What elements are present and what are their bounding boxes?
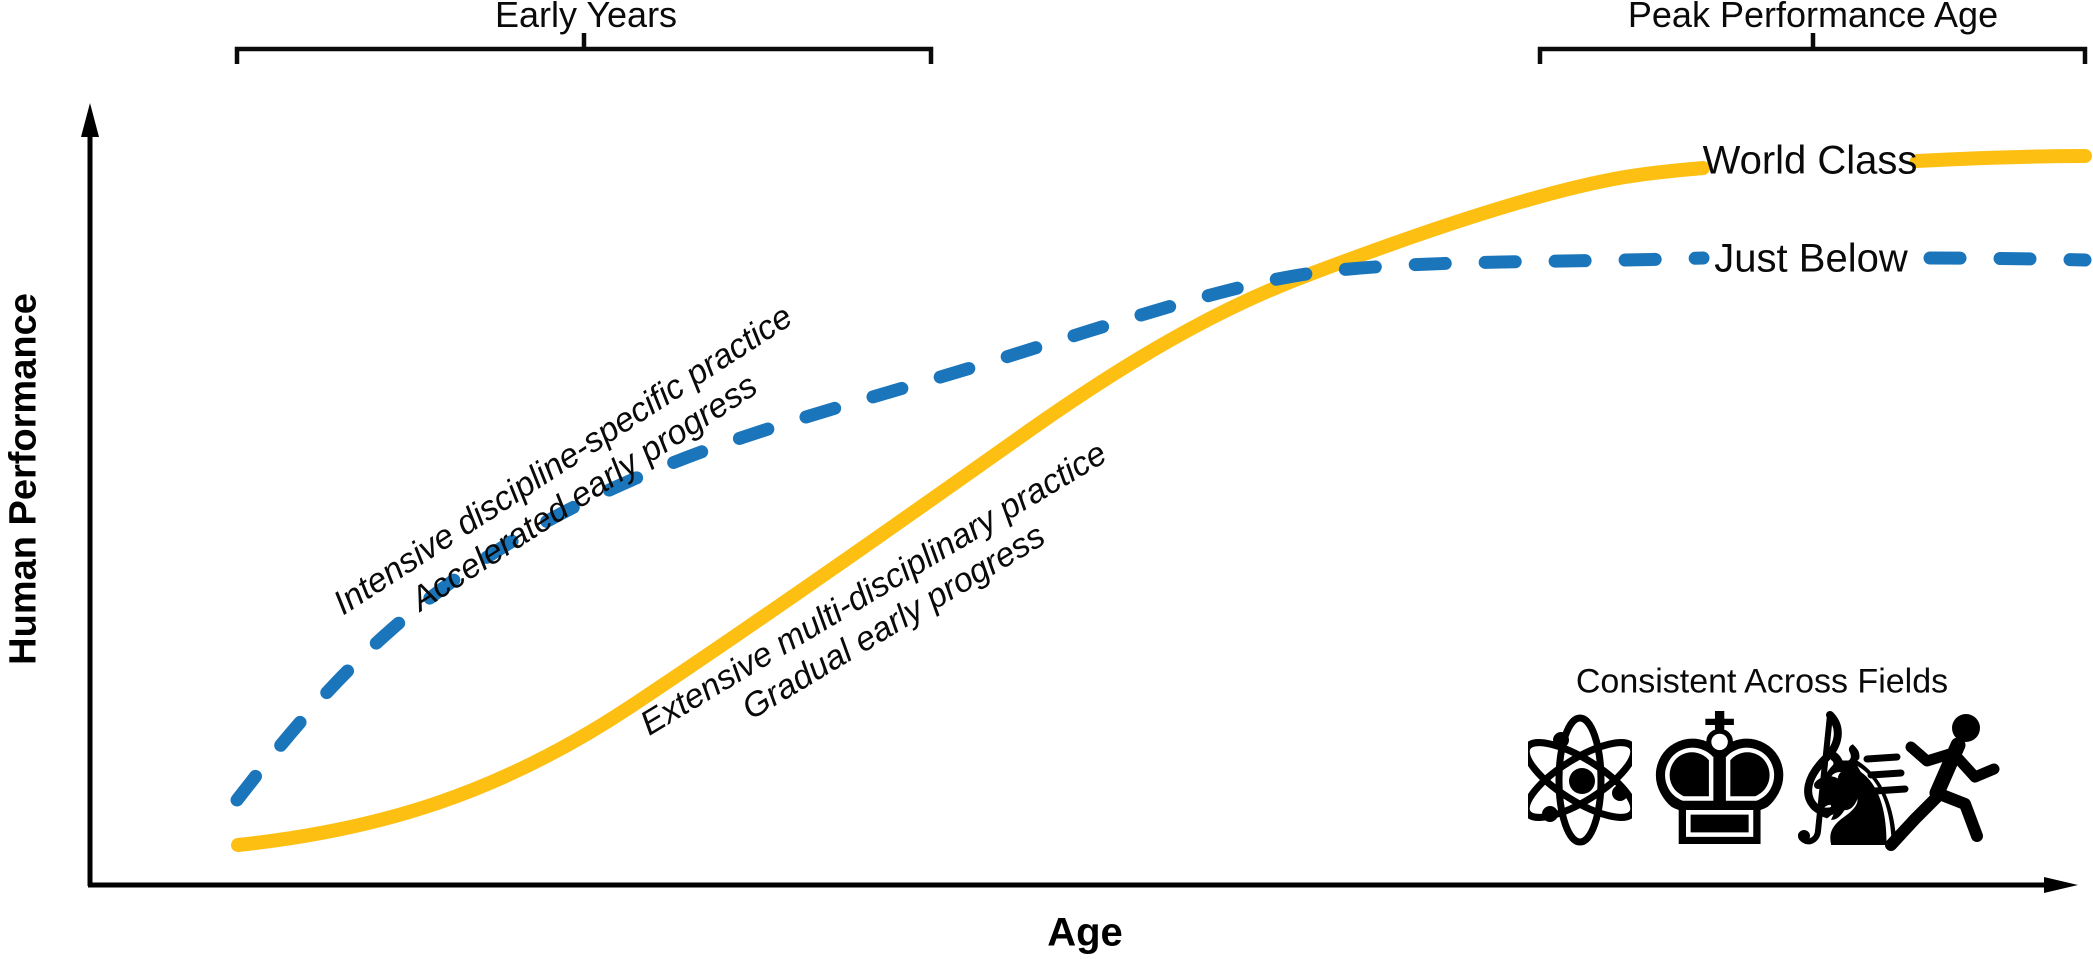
y-axis: [81, 103, 99, 886]
y-axis-arrowhead: [81, 103, 99, 137]
peak-performance-age-label: Peak Performance Age: [1627, 0, 1999, 35]
early-years-label: Early Years: [494, 0, 678, 35]
world-class-label: World Class: [1702, 138, 1918, 183]
just-below-label: Just Below: [1714, 236, 1908, 281]
x-axis-arrowhead: [2044, 877, 2078, 893]
x-axis-title: Age: [1047, 910, 1123, 955]
chess-king-icon: ♚: [1638, 675, 1802, 887]
world-class-curve-right-stub: [1910, 149, 2092, 168]
peak-performance-bracket: [1537, 33, 2088, 64]
y-axis-title: Human Performance: [2, 293, 45, 665]
sprinter-icon: [1863, 714, 2000, 851]
treble-clef-icon: [1798, 711, 1848, 845]
atom-icon: [1528, 714, 1632, 846]
world-class-curve: [231, 149, 2092, 852]
x-axis: [88, 877, 2078, 893]
consistent-across-fields-title: Consistent Across Fields: [1575, 662, 1949, 701]
early-years-bracket: [234, 33, 934, 64]
just-below-curve-right-stub: [1923, 251, 2092, 267]
just-below-curve: [230, 251, 2092, 807]
